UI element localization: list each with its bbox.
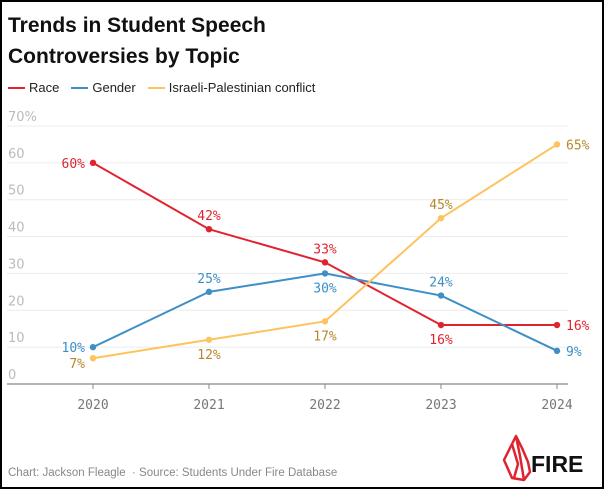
y-tick-label: 50 [8, 184, 25, 199]
point-race [89, 159, 97, 167]
x-tick-label: 2023 [425, 398, 456, 413]
fire-logo: FIRE [502, 434, 602, 489]
y-tick-label: 70% [8, 110, 37, 125]
legend-label-gender: Gender [92, 80, 136, 95]
y-tick-label: 0 [8, 368, 16, 383]
x-tick-label: 2022 [309, 398, 340, 413]
point-gender [321, 270, 329, 277]
point-race [205, 226, 213, 233]
data-label-israeli-palestinian-conflict: 45% [429, 198, 453, 213]
data-label-israeli-palestinian-conflict: 12% [197, 348, 221, 363]
point-gender [205, 288, 213, 296]
legend-item-race: Race [8, 80, 59, 95]
point-race [437, 321, 445, 329]
legend-swatch-gender [71, 86, 89, 89]
data-label-gender: 9% [566, 345, 582, 360]
chart-title: Trends in Student Speech Controversies b… [8, 10, 266, 72]
data-label-gender: 30% [313, 281, 337, 296]
y-tick-label: 60 [8, 147, 25, 162]
data-label-gender: 10% [62, 341, 86, 356]
x-tick-label: 2021 [193, 398, 224, 413]
legend-swatch-israeli-palestinian [147, 86, 165, 89]
y-tick-label: 40 [8, 221, 25, 236]
footer-source: Source: Students Under Fire Database [139, 467, 338, 479]
point-gender [89, 343, 97, 351]
y-tick-label: 20 [8, 294, 25, 309]
footer-credit: Chart: Jackson Fleagle [8, 467, 126, 479]
data-label-gender: 25% [197, 272, 221, 287]
point-race [553, 321, 561, 329]
data-label-israeli-palestinian-conflict: 7% [69, 357, 85, 372]
legend-item-gender: Gender [71, 80, 136, 95]
point-israeli-palestinian-conflict [205, 336, 213, 343]
point-gender [553, 347, 561, 355]
legend-swatch-race [8, 86, 25, 89]
point-race [321, 259, 329, 266]
legend-label-race: Race [29, 80, 60, 95]
data-label-israeli-palestinian-conflict: 17% [313, 329, 337, 344]
point-gender [437, 292, 445, 299]
data-label-race: 60% [62, 157, 86, 172]
point-israeli-palestinian-conflict [321, 318, 329, 325]
y-tick-label: 10 [8, 331, 25, 346]
flame-icon: FIRE [502, 434, 583, 482]
x-tick-label: 2020 [77, 398, 108, 413]
data-label-gender: 24% [429, 276, 453, 291]
data-label-israeli-palestinian-conflict: 65% [566, 138, 590, 153]
x-tick-label: 2024 [541, 398, 572, 413]
legend-item-israeli-palestinian: Israeli-Palestinian conflict [147, 80, 316, 95]
point-israeli-palestinian-conflict [553, 141, 561, 148]
legend: Race Gender Israeli-Palestinian conflict [8, 80, 315, 95]
title-line-2: Controversies by Topic [8, 45, 240, 68]
point-israeli-palestinian-conflict [89, 355, 97, 362]
logo-text: FIRE [531, 451, 583, 477]
point-israeli-palestinian-conflict [437, 214, 445, 222]
y-tick-label: 30 [8, 257, 25, 272]
data-label-race: 16% [566, 319, 590, 334]
data-label-race: 42% [197, 209, 221, 224]
footer: Chart: Jackson Fleagle · Source: Student… [8, 467, 338, 479]
data-label-race: 16% [429, 333, 453, 348]
title-line-1: Trends in Student Speech [8, 14, 266, 37]
data-label-race: 33% [313, 242, 337, 257]
legend-label-israeli-palestinian: Israeli-Palestinian conflict [168, 80, 316, 95]
